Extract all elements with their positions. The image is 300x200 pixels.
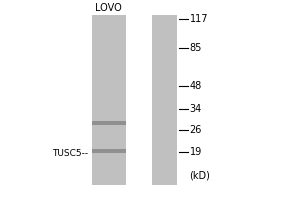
Text: 26: 26 (190, 125, 202, 135)
Bar (152, 15, 177, 185)
Bar (92, 121, 126, 125)
Text: 34: 34 (190, 104, 202, 114)
Text: LOVO: LOVO (95, 3, 122, 13)
Bar (92, 15, 126, 185)
Text: (kD): (kD) (190, 171, 211, 181)
Text: 117: 117 (190, 14, 208, 24)
Bar (92, 149, 126, 153)
Text: 85: 85 (190, 43, 202, 53)
Text: TUSC5--: TUSC5-- (52, 148, 88, 158)
Text: 48: 48 (190, 81, 202, 91)
Text: 19: 19 (190, 147, 202, 157)
